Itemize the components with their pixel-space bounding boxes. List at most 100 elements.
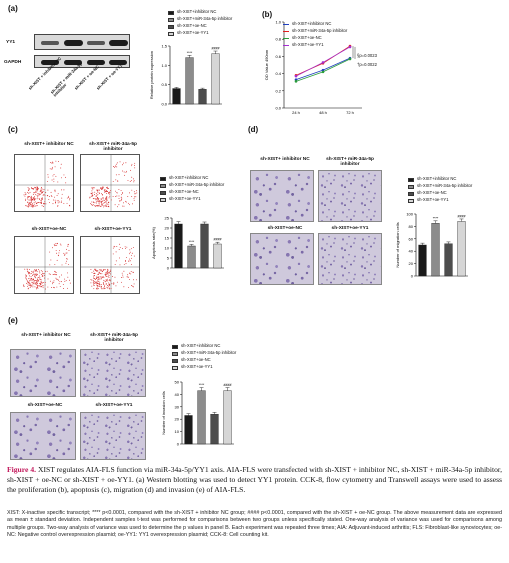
flow-event <box>123 171 125 173</box>
flow-event <box>41 285 43 287</box>
flow-event <box>41 275 43 277</box>
flow-event <box>35 274 37 276</box>
flow-event <box>123 270 125 272</box>
flow-event <box>118 197 120 199</box>
flow-event <box>133 181 135 183</box>
flow-event <box>64 280 66 282</box>
b-point-4-1 <box>294 74 298 78</box>
flow-event <box>34 282 36 284</box>
flow-event <box>104 280 106 282</box>
panel-c-image-label-1: sh-XIST+ inhibitor NC <box>24 142 74 147</box>
flow-event <box>37 279 39 281</box>
flow-event <box>38 269 40 271</box>
flow-event <box>106 191 108 193</box>
flow-event <box>105 200 107 202</box>
flow-event <box>33 192 35 194</box>
flow-event <box>110 199 112 201</box>
flow-event <box>94 269 96 271</box>
flow-event <box>101 193 102 195</box>
d-bar-2 <box>431 223 440 277</box>
flow-event <box>99 276 101 278</box>
flow-event <box>67 244 69 246</box>
panel-b-legend: sh-XIST+inhibitor NC sh-XIST+miR-34a-5p … <box>283 21 347 49</box>
flow-event <box>31 197 33 199</box>
flow-event <box>59 250 60 252</box>
flow-event <box>40 202 42 204</box>
flow-event <box>97 288 99 290</box>
flow-event <box>113 245 115 247</box>
flow-event <box>93 198 95 200</box>
c-ytick-label: 5 <box>167 256 170 261</box>
flow-event <box>133 255 135 257</box>
flow-event <box>118 189 120 191</box>
flow-event <box>107 285 108 286</box>
flow-event <box>68 195 69 197</box>
flow-event <box>67 276 69 278</box>
flow-event <box>116 192 118 194</box>
flow-event <box>43 203 45 205</box>
panel-a-letter: (a) <box>8 4 18 13</box>
flow-event <box>91 205 93 206</box>
flow-event <box>29 280 31 282</box>
gapdh-blot <box>34 55 130 68</box>
flow-event <box>97 200 99 202</box>
flow-event <box>27 283 29 285</box>
flow-event <box>36 277 38 279</box>
flow-event <box>93 288 95 290</box>
flow-event <box>40 200 42 202</box>
flow-event <box>67 272 68 274</box>
flow-event <box>57 278 59 280</box>
flow-event <box>31 203 33 205</box>
flow-event <box>25 193 27 195</box>
flow-event <box>42 282 44 283</box>
flow-event <box>90 192 92 194</box>
flow-event <box>29 199 31 201</box>
flow-event <box>51 168 53 170</box>
flow-event <box>107 276 109 278</box>
flow-event <box>100 201 102 203</box>
flow-event <box>102 197 104 199</box>
c-bar-4 <box>213 243 222 269</box>
flow-event <box>65 252 67 254</box>
invasion-image-3 <box>10 412 76 460</box>
flow-event <box>122 274 124 276</box>
d-ytick-label: 60 <box>409 236 414 241</box>
flow-event <box>48 198 50 200</box>
flow-event <box>38 198 40 199</box>
flow-event <box>41 187 42 189</box>
c-bar-2 <box>187 245 196 269</box>
flow-event <box>31 187 33 189</box>
flow-event <box>28 192 30 194</box>
c-sig-stars: **** <box>189 240 195 244</box>
flow-event <box>46 270 48 272</box>
flow-event <box>61 264 63 266</box>
d-ytick-label: 100 <box>406 212 413 217</box>
flow-event <box>115 179 117 181</box>
flow-event <box>30 200 32 202</box>
flow-event <box>98 279 100 281</box>
flow-event <box>103 202 105 204</box>
flow-event <box>61 177 62 179</box>
e-ytick-label: 40 <box>175 392 180 397</box>
flow-event <box>36 190 38 192</box>
flow-event <box>41 282 43 284</box>
flow-event <box>28 282 30 284</box>
flow-event <box>24 192 26 194</box>
flow-event <box>58 279 59 281</box>
flow-event <box>60 202 62 204</box>
flow-event <box>106 273 108 275</box>
flow-event <box>56 205 58 207</box>
flow-event <box>35 283 37 285</box>
flow-event <box>37 186 38 188</box>
d-ylabel: Number of migration cells <box>395 222 400 267</box>
flow-event <box>94 268 96 270</box>
flow-event <box>123 286 125 288</box>
flow-event <box>33 278 34 280</box>
flow-event <box>38 278 40 280</box>
flow-event <box>109 288 111 290</box>
flow-event <box>113 166 114 167</box>
caption-text: XIST regulates AIA-FLS function via miR-… <box>7 465 502 495</box>
flow-event <box>95 282 97 284</box>
flow-event <box>33 196 35 198</box>
e-bar-1 <box>184 415 193 445</box>
